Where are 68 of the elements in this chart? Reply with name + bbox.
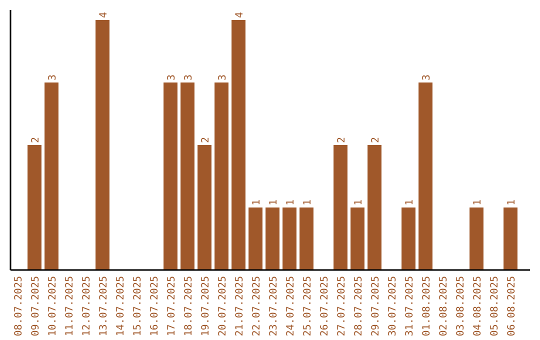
x-tick-label: 28.07.2025: [354, 276, 364, 336]
x-tick-label: 20.07.2025: [218, 276, 228, 336]
data-label: 3: [422, 74, 432, 80]
x-tick-label: 14.07.2025: [116, 276, 126, 336]
x-tick-label: 22.07.2025: [252, 276, 262, 336]
bar: [266, 208, 280, 270]
data-label: 4: [234, 12, 246, 18]
bar: [248, 208, 262, 270]
x-tick-label: 19.07.2025: [200, 276, 212, 336]
x-tick-label: 11.07.2025: [64, 276, 76, 336]
bar: [300, 208, 314, 270]
data-label: 1: [302, 199, 314, 206]
x-tick-label: 16.07.2025: [150, 276, 160, 336]
bar: [368, 145, 382, 270]
bar: [418, 82, 432, 270]
bar: [28, 145, 42, 270]
data-label: 1: [286, 199, 296, 206]
x-tick-label: 26.07.2025: [320, 276, 330, 336]
x-tick-label: 02.08.2025: [438, 276, 450, 336]
x-tick-label: 21.07.2025: [234, 276, 246, 336]
data-label: 2: [200, 136, 212, 143]
x-tick-label: 23.07.2025: [268, 276, 280, 336]
data-label: 1: [354, 199, 364, 206]
data-label: 1: [252, 199, 262, 206]
x-tick-label: 30.07.2025: [388, 276, 398, 336]
bar: [282, 208, 296, 270]
bar: [96, 20, 110, 270]
x-tick-label: 13.07.2025: [98, 276, 110, 336]
x-tick-label: 03.08.2025: [456, 276, 466, 336]
data-label: 2: [370, 136, 382, 143]
data-label: 3: [218, 74, 228, 80]
x-tick-label: 17.07.2025: [166, 276, 178, 336]
x-tick-label: 31.07.2025: [404, 276, 416, 336]
x-tick-label: 15.07.2025: [132, 276, 144, 336]
x-tick-label: 18.07.2025: [184, 276, 194, 336]
data-label: 4: [98, 12, 110, 18]
bar: [44, 82, 58, 270]
x-tick-label: 10.07.2025: [48, 276, 58, 336]
data-label: 3: [166, 74, 178, 80]
data-label: 2: [336, 136, 348, 143]
x-tick-label: 01.08.2025: [422, 276, 432, 336]
x-tick-label: 12.07.2025: [82, 276, 92, 336]
bar: [198, 145, 212, 270]
x-tick-label: 06.08.2025: [506, 276, 518, 336]
bar: [214, 82, 228, 270]
x-tick-label: 08.07.2025: [14, 276, 24, 336]
bar: [504, 208, 518, 270]
x-tick-label: 09.07.2025: [30, 276, 42, 336]
x-tick-label: 29.07.2025: [370, 276, 382, 336]
data-label: 3: [48, 74, 58, 80]
x-tick-label: 24.07.2025: [286, 276, 296, 336]
data-label: 3: [184, 74, 194, 80]
bar: [350, 208, 364, 270]
data-label: 1: [472, 199, 484, 206]
bar: [470, 208, 484, 270]
bar: [402, 208, 416, 270]
x-tick-label: 27.07.2025: [336, 276, 348, 336]
data-label: 1: [506, 199, 518, 206]
x-tick-label: 04.08.2025: [472, 276, 484, 336]
x-tick-label: 05.08.2025: [490, 276, 500, 336]
data-label: 2: [30, 136, 42, 143]
bar: [334, 145, 348, 270]
data-label: 1: [404, 199, 416, 206]
bar: [232, 20, 246, 270]
bar: [164, 82, 178, 270]
data-label: 1: [268, 199, 280, 206]
x-tick-label: 25.07.2025: [302, 276, 314, 336]
bar: [180, 82, 194, 270]
